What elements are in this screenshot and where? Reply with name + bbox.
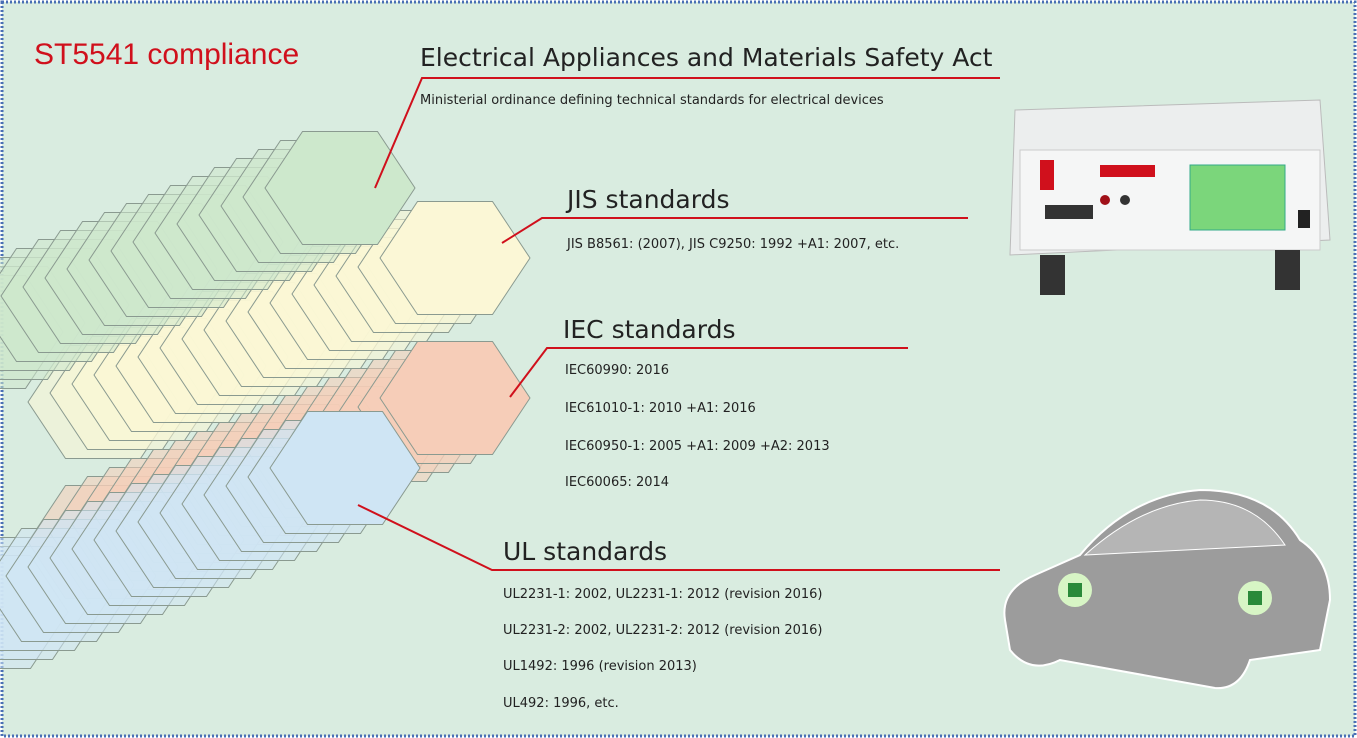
section-line: IEC61010-1: 2010 +A1: 2016 [565, 401, 756, 416]
section-line: UL2231-1: 2002, UL2231-1: 2012 (revision… [503, 587, 823, 602]
section-line: IEC60065: 2014 [565, 475, 669, 490]
section-line: UL2231-2: 2002, UL2231-2: 2012 (revision… [503, 623, 823, 638]
title: ST5541 compliance [34, 38, 299, 71]
section-heading: JIS standards [565, 185, 729, 214]
page: ST5541 compliance Electrical Appliances … [0, 0, 1357, 738]
section-heading: UL standards [503, 537, 667, 566]
section-line: Ministerial ordinance defining technical… [420, 93, 884, 108]
section-line: UL1492: 1996 (revision 2013) [503, 659, 697, 674]
section-heading: Electrical Appliances and Materials Safe… [420, 43, 993, 72]
section-line: IEC60990: 2016 [565, 363, 669, 378]
section-heading: IEC standards [563, 315, 736, 344]
section-line: UL492: 1996, etc. [503, 696, 619, 711]
section-line: JIS B8561: (2007), JIS C9250: 1992 +A1: … [566, 237, 899, 252]
section-line: IEC60950-1: 2005 +A1: 2009 +A2: 2013 [565, 439, 830, 454]
